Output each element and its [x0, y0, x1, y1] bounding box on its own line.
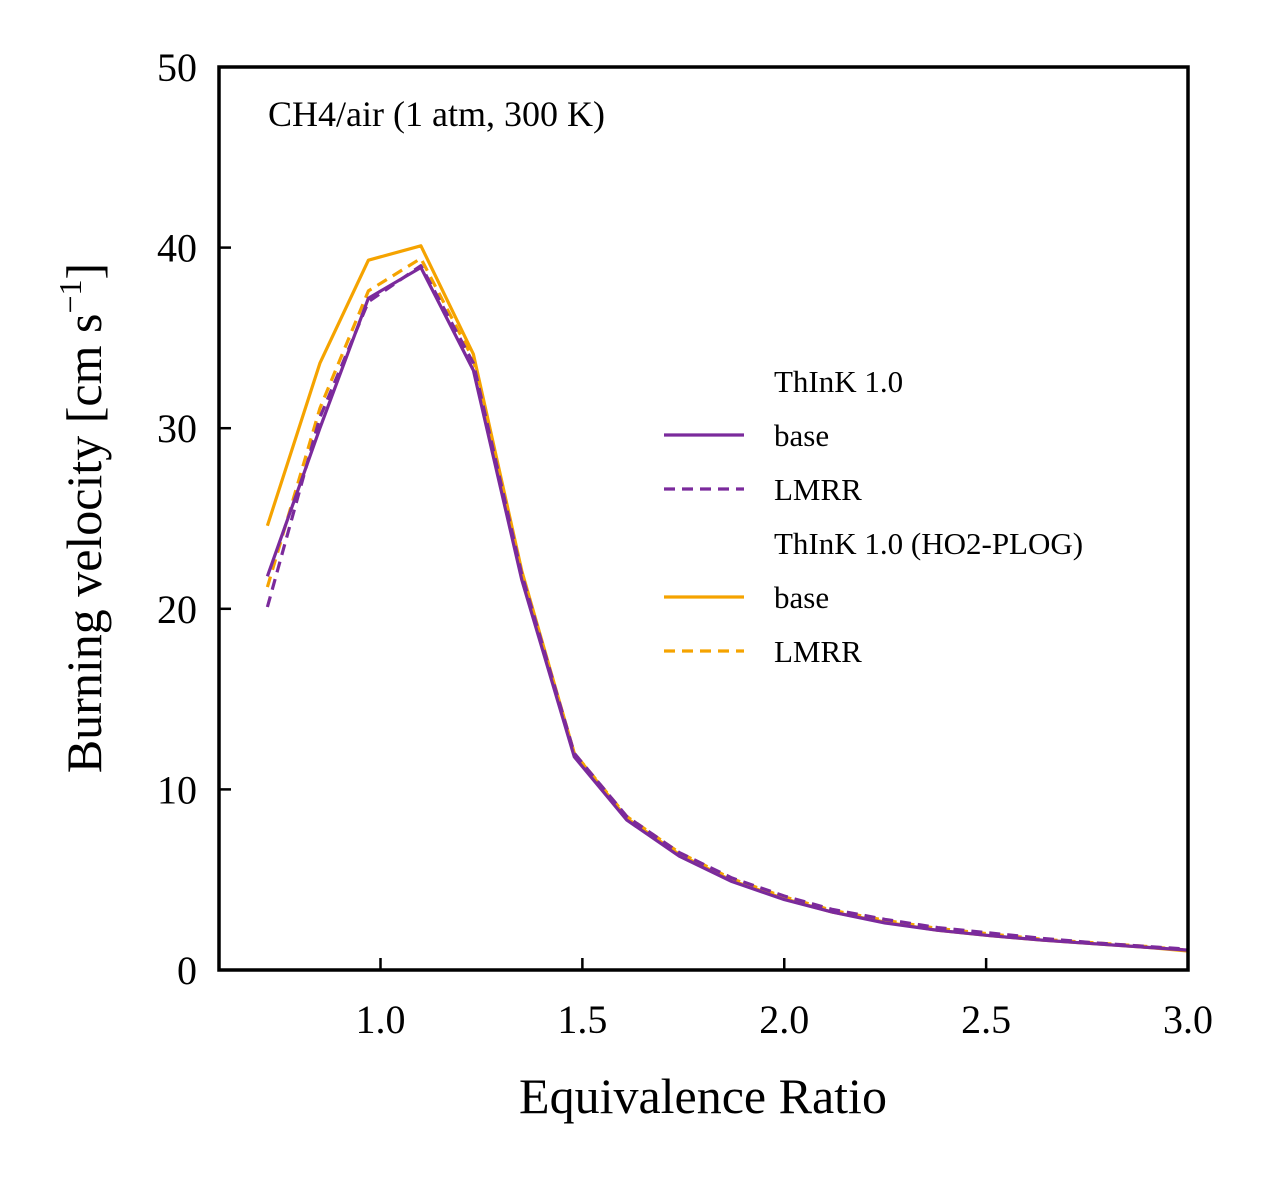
x-tick-label: 2.0 — [759, 997, 809, 1042]
y-tick-label: 10 — [157, 767, 197, 812]
y-tick-label: 30 — [157, 406, 197, 451]
series-line-think-lmrr — [265, 264, 1189, 951]
x-axis-label: Equivalence Ratio — [519, 1068, 887, 1124]
legend-entry-label: LMRR — [774, 472, 862, 507]
legend-entry-label: base — [774, 418, 829, 453]
x-tick-label: 1.0 — [356, 997, 406, 1042]
y-tick-label: 20 — [157, 587, 197, 632]
series-line-think-base — [265, 265, 1189, 952]
y-tick-label: 50 — [157, 45, 197, 90]
y-tick-label: 0 — [177, 948, 197, 993]
plot-frame — [217, 65, 1190, 972]
legend-group-title: ThInK 1.0 (HO2-PLOG) — [774, 526, 1083, 561]
legend-group-title: ThInK 1.0 — [774, 364, 903, 399]
chart-annotation: CH4/air (1 atm, 300 K) — [268, 94, 605, 134]
y-axis-label: Burning velocity [cm s−1] — [52, 263, 112, 773]
y-axis-label-close: ] — [56, 263, 112, 280]
x-tick-label: 3.0 — [1163, 997, 1213, 1042]
legend-entry-label: LMRR — [774, 634, 862, 669]
y-axis-label-main: Burning velocity [cm s — [56, 314, 112, 774]
y-tick-label: 40 — [157, 226, 197, 271]
legend-entry-label: base — [774, 580, 829, 615]
x-tick-label: 2.5 — [961, 997, 1011, 1042]
x-tick-label: 1.5 — [557, 997, 607, 1042]
series-line-ho2-plog-lmrr — [265, 256, 1189, 952]
legend: ThInK 1.0 base LMRR ThInK 1.0 (HO2-PLOG) bas… — [664, 364, 1083, 669]
lines-layer — [265, 244, 1189, 953]
y-axis-label-sup: −1 — [52, 279, 88, 313]
ticks-layer: 1.0 1.5 2.0 2.5 3.0 0 10 20 30 40 50 — [157, 45, 1213, 1042]
